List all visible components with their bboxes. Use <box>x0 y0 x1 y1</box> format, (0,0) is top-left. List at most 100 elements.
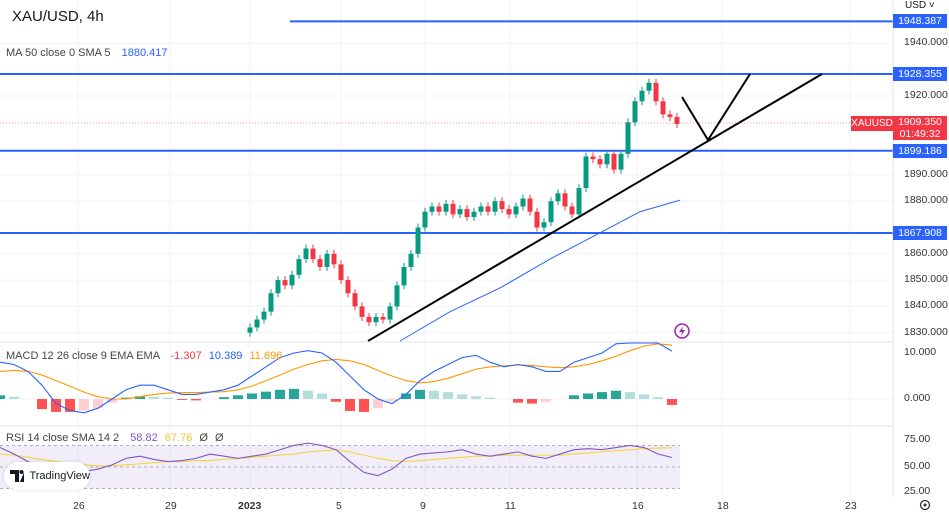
macd-histogram-bar <box>0 395 5 399</box>
macd-histogram-bar <box>443 392 453 399</box>
macd-histogram-bar <box>261 391 271 399</box>
price-axis-label: 1830.000 <box>904 325 948 338</box>
logo-text: TradingView <box>29 470 90 482</box>
ma-label: MA 50 close 0 SMA 5 <box>6 47 111 59</box>
macd-histogram-bar <box>415 389 425 399</box>
candle <box>464 209 470 217</box>
candle <box>324 253 330 267</box>
candle <box>268 293 274 312</box>
level-price-tag: 1928.355 <box>893 67 947 82</box>
candle <box>583 156 589 189</box>
macd-histogram-bar <box>79 399 89 411</box>
macd-histogram-bar <box>121 397 131 399</box>
time-axis-label: 23 <box>845 500 857 512</box>
candle <box>548 201 554 223</box>
level-price-tag: 1867.908 <box>893 226 947 240</box>
macd-histogram-bar <box>569 395 579 399</box>
rsi-extra-2: Ø <box>215 432 224 444</box>
candle <box>625 122 631 154</box>
candle <box>254 319 260 328</box>
macd-histogram-bar <box>163 397 173 399</box>
currency-selector[interactable]: USD ˅ <box>905 0 935 11</box>
candle <box>373 316 379 323</box>
candle <box>422 211 428 228</box>
tradingview-logo-icon <box>10 470 25 482</box>
candle <box>492 201 498 212</box>
macd-histogram-bar <box>93 399 103 409</box>
macd-signal-value: 11.696 <box>249 350 283 362</box>
macd-histogram-bar <box>149 396 159 399</box>
macd-histogram-bar <box>191 399 201 401</box>
macd-histogram-bar <box>583 393 593 399</box>
symbol-title[interactable]: XAU/USD, 4h <box>12 8 104 25</box>
settings-gear-icon[interactable] <box>919 499 931 511</box>
alert-icon[interactable] <box>674 323 690 339</box>
macd-histogram-bar <box>135 396 145 399</box>
time-axis-label: 2023 <box>238 500 262 512</box>
time-axis-label: 5 <box>336 500 342 512</box>
macd-histogram-bar <box>401 393 411 399</box>
price-axis-label: 1890.000 <box>904 167 948 180</box>
candle <box>247 327 253 333</box>
macd-histogram-bar <box>247 393 257 399</box>
rsi-legend[interactable]: RSI 14 close SMA 14 2 58.82 67.76 Ø Ø <box>6 432 224 444</box>
candle <box>471 211 477 217</box>
macd-value: 10.389 <box>208 350 243 362</box>
candle <box>639 90 645 102</box>
trendline[interactable] <box>367 73 823 342</box>
macd-histogram-bar <box>597 392 607 399</box>
rsi-value: 58.82 <box>130 432 158 444</box>
candle <box>646 82 652 91</box>
macd-histogram-bar <box>219 397 229 399</box>
rsi-axis-label: 75.00 <box>904 433 931 445</box>
macd-histogram-bar <box>625 392 635 399</box>
projection-path[interactable] <box>681 73 751 142</box>
candle <box>632 101 638 123</box>
candle <box>282 280 288 286</box>
macd-histogram-bar <box>513 399 523 403</box>
macd-histogram-bar <box>37 399 47 410</box>
time-axis-label: 9 <box>420 500 426 512</box>
macd-histogram-bar <box>471 396 481 399</box>
candle <box>310 248 316 260</box>
ma-legend[interactable]: MA 50 close 0 SMA 5 1880.417 <box>6 47 168 59</box>
macd-histogram-bar <box>611 390 621 399</box>
bar-countdown: 01:49:32 <box>899 128 941 140</box>
candle <box>261 311 267 320</box>
tradingview-logo[interactable]: TradingView <box>4 462 90 490</box>
candle <box>429 206 435 212</box>
candle <box>450 203 456 215</box>
macd-legend[interactable]: MACD 12 26 close 9 EMA EMA -1.307 10.389… <box>6 350 282 362</box>
rsi-pane <box>0 442 680 489</box>
candle <box>380 316 386 320</box>
time-axis-label: 18 <box>717 500 729 512</box>
candle <box>331 253 337 265</box>
macd-histogram-bar <box>107 399 117 403</box>
candle <box>366 316 372 323</box>
macd-axis-label: 10.000 <box>904 346 937 358</box>
macd-histogram-bar <box>303 390 313 399</box>
candle <box>569 206 575 215</box>
time-axis-label: 26 <box>73 500 85 512</box>
candle <box>443 203 449 212</box>
candle <box>660 101 666 115</box>
macd-axis-label: 0.000 <box>904 392 931 404</box>
macd-histogram-bar <box>9 396 19 399</box>
candle <box>667 114 673 118</box>
candle <box>541 222 547 228</box>
rsi-ma-value: 67.76 <box>164 432 193 444</box>
candle <box>394 285 400 307</box>
candle <box>275 280 281 294</box>
candle <box>345 280 351 294</box>
level-price-tag: 1948.387 <box>893 14 947 29</box>
candle <box>555 193 561 202</box>
candle <box>653 82 659 102</box>
candle <box>520 198 526 207</box>
price-axis-label: 1860.000 <box>904 246 948 259</box>
macd-histogram-bar <box>331 399 341 402</box>
symbol-price-tag: XAUUSD <box>851 116 893 131</box>
candle <box>387 306 393 320</box>
candle <box>296 259 302 275</box>
rsi-line <box>0 442 673 477</box>
